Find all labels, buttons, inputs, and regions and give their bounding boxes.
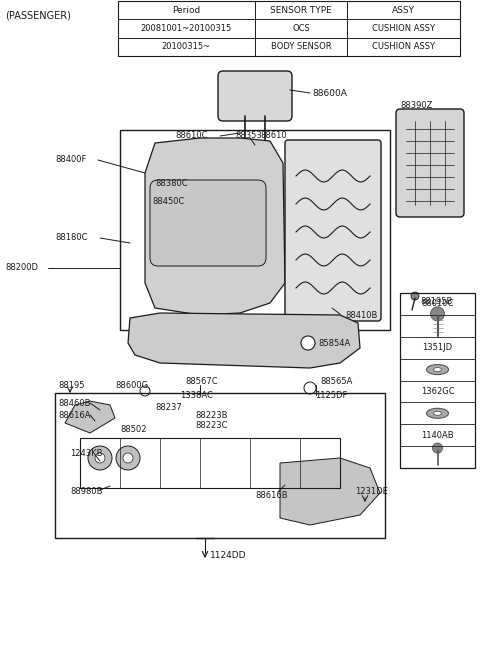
Text: 88237: 88237 xyxy=(155,404,182,413)
Text: 88567C: 88567C xyxy=(185,377,217,385)
Text: 88600A: 88600A xyxy=(312,89,347,99)
Text: 88180C: 88180C xyxy=(55,234,87,242)
Ellipse shape xyxy=(427,408,448,419)
Bar xyxy=(118,1,460,56)
Text: 88616B: 88616B xyxy=(255,490,288,500)
Polygon shape xyxy=(145,138,285,315)
Text: 88410B: 88410B xyxy=(345,311,377,321)
Text: 88353: 88353 xyxy=(235,131,262,140)
Text: 88502: 88502 xyxy=(120,426,146,434)
Text: 88200D: 88200D xyxy=(5,264,38,272)
Text: 1243KB: 1243KB xyxy=(70,449,103,458)
Text: 88010C: 88010C xyxy=(421,300,454,308)
Text: 88980B: 88980B xyxy=(70,486,103,496)
Text: 88616A: 88616A xyxy=(58,411,91,419)
Text: 88195: 88195 xyxy=(58,381,84,389)
Ellipse shape xyxy=(433,368,442,372)
Circle shape xyxy=(140,386,150,396)
Bar xyxy=(55,393,385,538)
Text: 20081001~20100315: 20081001~20100315 xyxy=(141,24,232,33)
Circle shape xyxy=(431,307,444,321)
Circle shape xyxy=(301,336,315,350)
Text: 1362GC: 1362GC xyxy=(420,387,454,396)
Text: ASSY: ASSY xyxy=(392,6,415,14)
Polygon shape xyxy=(280,458,380,525)
FancyBboxPatch shape xyxy=(285,140,381,321)
Text: 88390Z: 88390Z xyxy=(400,101,432,110)
FancyBboxPatch shape xyxy=(150,180,266,266)
FancyBboxPatch shape xyxy=(218,71,292,121)
Polygon shape xyxy=(128,313,360,368)
Text: 88450C: 88450C xyxy=(152,197,184,206)
Text: 1351JD: 1351JD xyxy=(422,343,453,352)
Text: 1124DD: 1124DD xyxy=(210,550,247,560)
Text: 20100315~: 20100315~ xyxy=(162,42,211,52)
Text: CUSHION ASSY: CUSHION ASSY xyxy=(372,42,435,52)
Circle shape xyxy=(88,446,112,470)
Text: BODY SENSOR: BODY SENSOR xyxy=(271,42,331,52)
Circle shape xyxy=(432,443,443,453)
Text: 1125DF: 1125DF xyxy=(315,392,348,400)
FancyBboxPatch shape xyxy=(396,109,464,217)
Text: 88195B: 88195B xyxy=(420,296,452,306)
Text: 1140AB: 1140AB xyxy=(421,431,454,439)
Text: CUSHION ASSY: CUSHION ASSY xyxy=(372,24,435,33)
Text: 88460B: 88460B xyxy=(58,398,91,407)
Text: 85854A: 85854A xyxy=(318,338,350,347)
Text: 88400F: 88400F xyxy=(55,155,86,165)
Text: 88610C: 88610C xyxy=(175,131,207,140)
Polygon shape xyxy=(65,401,115,433)
Text: 1231DE: 1231DE xyxy=(355,486,388,496)
Circle shape xyxy=(116,446,140,470)
Text: 88610: 88610 xyxy=(260,131,287,140)
Ellipse shape xyxy=(427,364,448,375)
Circle shape xyxy=(304,382,316,394)
Text: 88223C: 88223C xyxy=(195,421,228,430)
Text: (PASSENGER): (PASSENGER) xyxy=(5,10,71,20)
Ellipse shape xyxy=(433,411,442,415)
Circle shape xyxy=(411,292,419,300)
Text: 1338AC: 1338AC xyxy=(180,390,213,400)
Text: 88380C: 88380C xyxy=(155,178,188,187)
Text: OCS: OCS xyxy=(292,24,310,33)
Text: 88223B: 88223B xyxy=(195,411,228,419)
Bar xyxy=(120,130,390,330)
Text: SENSOR TYPE: SENSOR TYPE xyxy=(270,6,332,14)
Text: Period: Period xyxy=(172,6,201,14)
Bar xyxy=(400,293,475,468)
Text: 88565A: 88565A xyxy=(320,377,352,385)
Circle shape xyxy=(95,453,105,463)
Text: 88600G: 88600G xyxy=(115,381,148,389)
Circle shape xyxy=(123,453,133,463)
